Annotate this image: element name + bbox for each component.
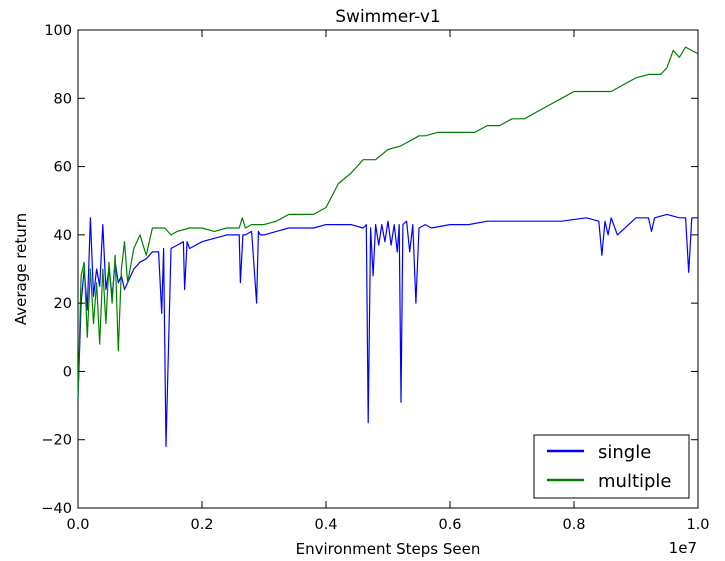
series-layer (77, 46, 699, 448)
y-tick-label: 20 (54, 296, 72, 312)
x-tick-label: 0.6 (438, 517, 461, 533)
y-tick-label: 80 (54, 91, 72, 107)
plot-area: 0.0 0.2 0.4 0.6 0.8 1.0 −40 −20 0 20 40 60 80 100 (41, 23, 709, 533)
x-axis-label: Environment Steps Seen (296, 540, 481, 558)
chart-title: Swimmer-v1 (335, 7, 440, 27)
y-tick-label: −40 (41, 501, 72, 517)
x-tick-label: 0.4 (314, 517, 337, 533)
legend-label-multiple: multiple (598, 471, 672, 492)
series-line-single (77, 213, 698, 448)
x-tick-label: 0.0 (66, 517, 89, 533)
y-tick-label: 60 (54, 160, 72, 176)
x-tick-label: 0.2 (190, 517, 213, 533)
plot-frame (77, 29, 699, 509)
y-tick-label: 40 (54, 228, 72, 244)
y-tick-label: 100 (44, 23, 72, 39)
y-axis-label: Average return (12, 213, 30, 325)
series-line-multiple (77, 46, 699, 399)
legend-label-single: single (598, 442, 651, 463)
x-tick-label: 0.8 (562, 517, 585, 533)
y-tick-label: −20 (41, 433, 72, 449)
x-tick-label: 1.0 (686, 517, 709, 533)
legend-box (533, 434, 690, 499)
y-axis-ticks: −40 −20 0 20 40 60 80 100 (41, 23, 698, 517)
legend: single multiple (533, 434, 690, 499)
x-axis-ticks: 0.0 0.2 0.4 0.6 0.8 1.0 (66, 30, 710, 533)
x-axis-offset-label: 1e7 (669, 539, 697, 557)
y-tick-label: 0 (63, 364, 72, 380)
